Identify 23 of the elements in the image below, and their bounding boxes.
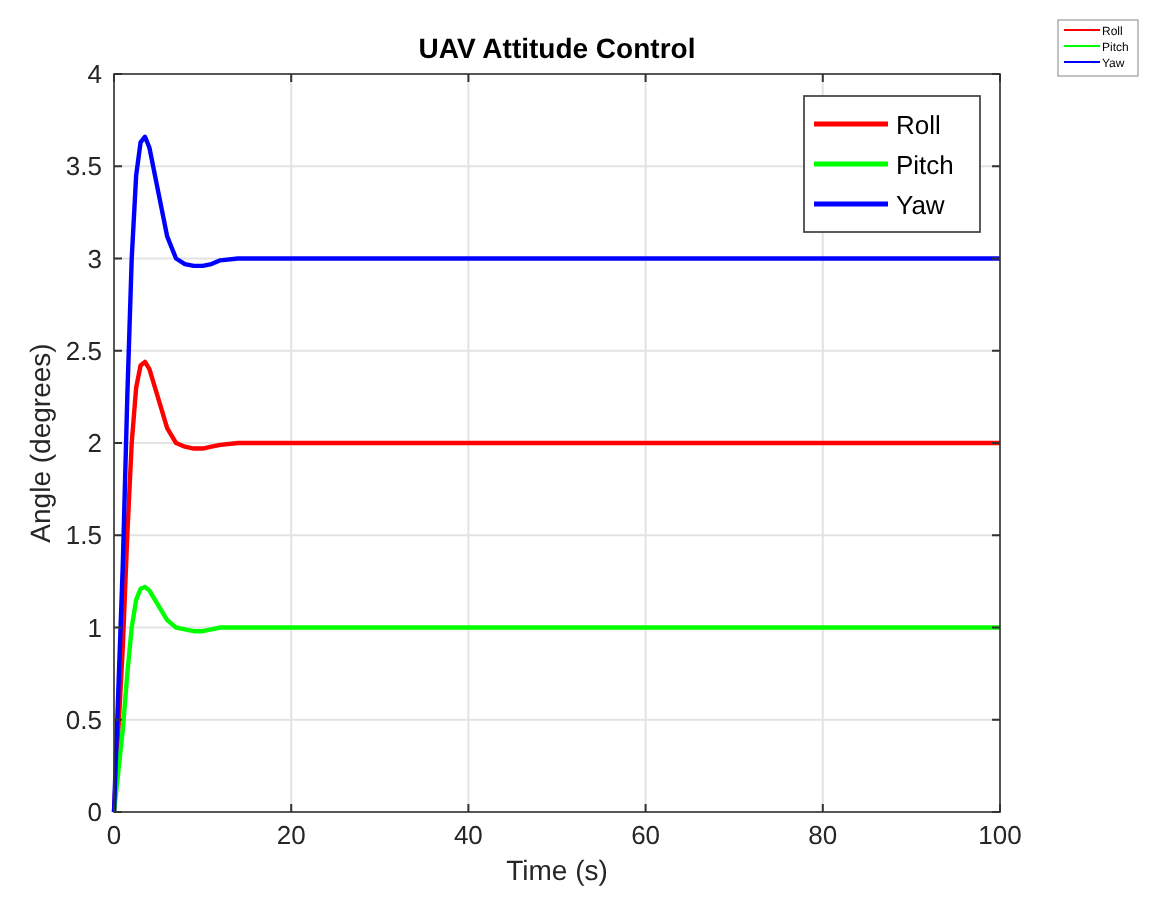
legend-label: Pitch (896, 150, 954, 180)
y-tick-label: 2 (87, 428, 102, 458)
x-tick-label: 80 (808, 820, 838, 850)
legend-label: Yaw (896, 190, 946, 220)
y-tick-label: 1.5 (65, 520, 102, 551)
legend-label: Roll (896, 110, 942, 140)
y-tick-label: 4 (87, 59, 102, 89)
x-tick-label: 0 (106, 820, 122, 850)
y-tick-label: 3.5 (65, 151, 102, 182)
x-axis-title: Time (s) (506, 854, 608, 886)
y-tick-label: 3 (87, 243, 102, 274)
x-tick-label: 20 (276, 820, 306, 850)
y-tick-label: 1 (87, 612, 102, 643)
y-tick-label: 2.5 (65, 335, 102, 366)
y-tick-label: 0.5 (65, 704, 102, 735)
y-axis-title: Angle (degrees) (24, 343, 56, 543)
x-tick-label: 100 (978, 820, 1022, 850)
line-series (111, 584, 1003, 815)
line-series (111, 134, 1003, 815)
chart-title: UAV Attitude Control (418, 32, 696, 64)
x-tick-label: 40 (453, 820, 483, 850)
y-tick-label: 0 (87, 797, 102, 827)
x-tick-label: 60 (631, 820, 661, 850)
